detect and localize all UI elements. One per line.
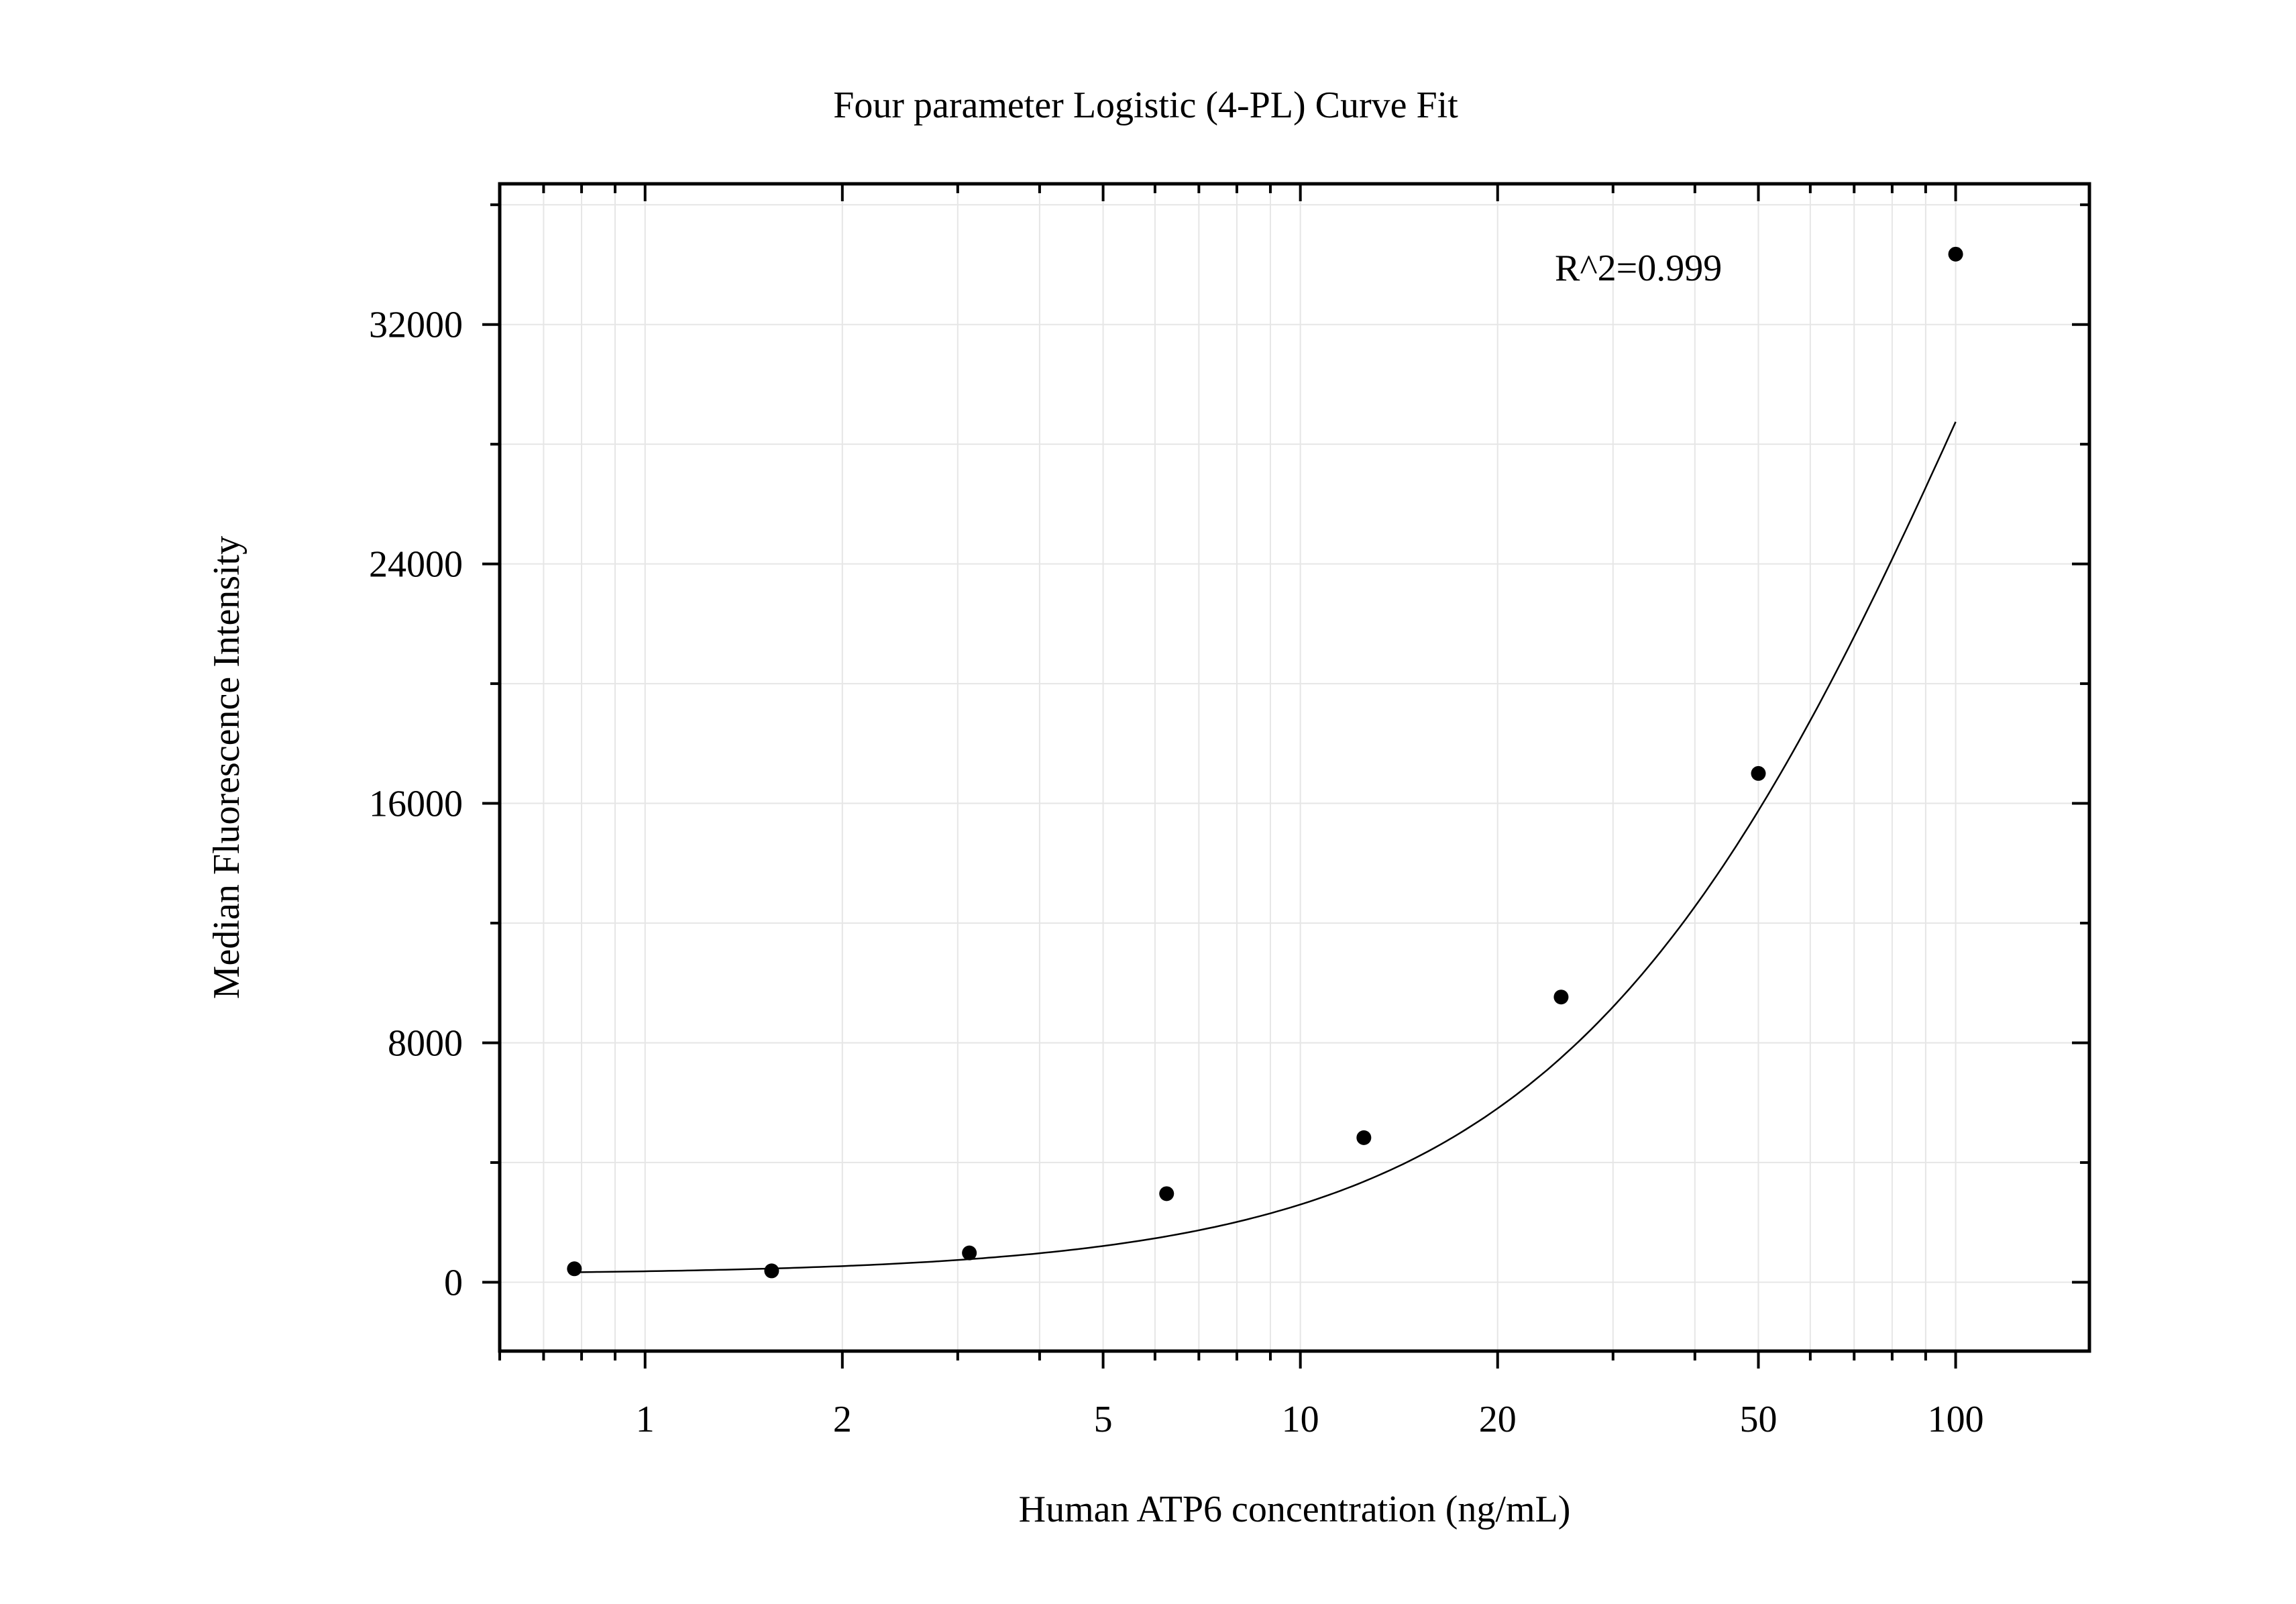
data-point: [1356, 1130, 1372, 1145]
data-points: [567, 246, 1963, 1279]
y-tick-label: 24000: [369, 544, 463, 586]
axis-ticks: [482, 184, 2089, 1369]
x-tick-label: 100: [1928, 1399, 1984, 1440]
data-point: [764, 1263, 779, 1279]
data-point: [1948, 246, 1963, 262]
data-point: [567, 1261, 582, 1277]
x-tick-label: 1: [636, 1399, 655, 1440]
data-point: [1553, 990, 1569, 1005]
x-tick-label: 10: [1282, 1399, 1319, 1440]
data-point: [1751, 765, 1766, 781]
y-tick-labels: 0 8000 16000 24000 32000: [369, 305, 463, 1304]
y-axis-label: Median Fluorescence Intensity: [206, 536, 248, 999]
y-tick-label: 32000: [369, 305, 463, 346]
x-tick-label: 2: [833, 1399, 852, 1440]
x-axis-label: Human ATP6 concentration (ng/mL): [1019, 1489, 1571, 1530]
y-tick-label: 16000: [369, 784, 463, 825]
x-tick-labels: 1 2 5 10 20 50 100: [636, 1399, 1984, 1440]
y-tick-label: 8000: [388, 1022, 463, 1064]
plot-frame: [498, 182, 2091, 1353]
fit-curve-line: [574, 421, 1957, 1273]
grid-lines: [499, 184, 2089, 1351]
r-squared-annotation: R^2=0.999: [1555, 248, 1722, 289]
y-tick-label: 0: [444, 1262, 463, 1303]
x-tick-label: 50: [1740, 1399, 1778, 1440]
x-tick-label: 20: [1479, 1399, 1517, 1440]
data-point: [1159, 1186, 1174, 1201]
data-point: [962, 1245, 977, 1261]
x-tick-label: 5: [1094, 1399, 1113, 1440]
chart-title: Four parameter Logistic (4-PL) Curve Fit: [833, 85, 1458, 126]
